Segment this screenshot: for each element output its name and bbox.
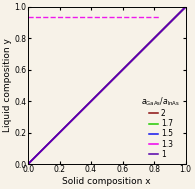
Y-axis label: Liquid composition y: Liquid composition y [4,39,12,132]
1 [184,6,187,8]
2 [151,39,153,42]
1.3 [35,155,37,157]
Line: 1.3: 1.3 [28,7,185,164]
1.5 [180,10,182,13]
X-axis label: Solid composition x: Solid composition x [62,177,151,186]
1 [27,163,29,165]
2 [184,6,187,8]
1.5 [184,6,187,8]
2 [99,91,102,93]
1.3 [99,91,102,93]
1 [180,10,182,13]
1.5 [99,91,102,93]
1.7 [35,155,37,157]
Line: 1: 1 [28,7,185,164]
1.7 [99,91,102,93]
2 [104,87,106,89]
2 [180,10,182,13]
1.3 [180,10,182,13]
1.7 [180,10,182,13]
1.7 [184,6,187,8]
1.5 [35,155,37,157]
1.7 [151,39,153,42]
2 [180,10,182,13]
Line: 2: 2 [28,7,185,164]
1.3 [180,10,182,13]
Line: 1.5: 1.5 [28,7,185,164]
1 [151,39,153,42]
1.5 [104,87,106,89]
1 [104,87,106,89]
1.7 [104,87,106,89]
1.3 [27,163,29,165]
Legend: 2, 1.7, 1.5, 1.3, 1: 2, 1.7, 1.5, 1.3, 1 [140,94,182,160]
1.3 [104,87,106,89]
1.3 [184,6,187,8]
1.5 [27,163,29,165]
1 [99,91,102,93]
2 [27,163,29,165]
1 [180,10,182,13]
1.3 [151,39,153,42]
Line: 1.7: 1.7 [28,7,185,164]
1 [35,155,37,157]
1.5 [180,10,182,13]
1.7 [180,10,182,13]
1.7 [27,163,29,165]
2 [35,155,37,157]
1.5 [151,39,153,42]
